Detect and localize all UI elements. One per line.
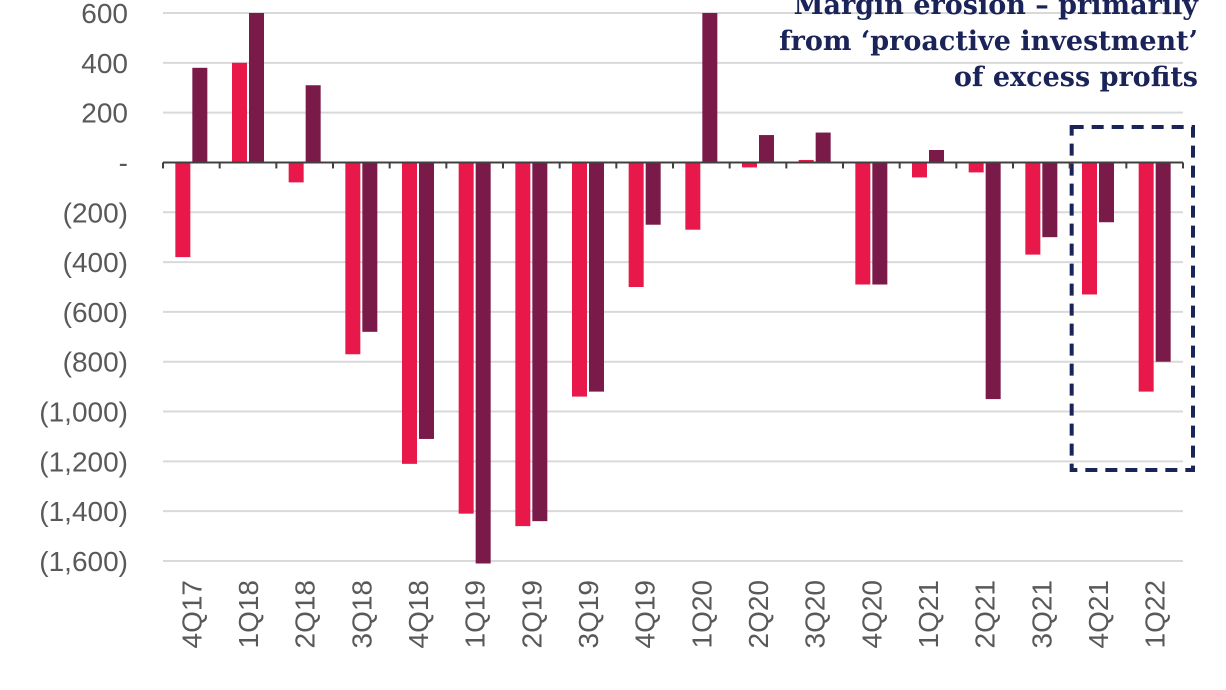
y-tick-label: (1,000) xyxy=(39,397,128,428)
highlight-box xyxy=(1069,125,1195,472)
bar-3Q18-s2 xyxy=(362,162,378,332)
bar-4Q17-s1 xyxy=(175,162,191,258)
y-tick-label: (400) xyxy=(63,247,128,278)
x-tick-label: 3Q21 xyxy=(1026,580,1057,649)
y-tick-label: (600) xyxy=(63,297,128,328)
x-tick-label: 1Q20 xyxy=(686,580,717,649)
chart-annotation: Margin erosion – primarily from ‘proacti… xyxy=(779,0,1198,96)
x-tick-label: 1Q19 xyxy=(460,580,491,649)
bars xyxy=(175,13,1171,564)
x-tick-label: 3Q18 xyxy=(346,580,377,649)
x-axis-tick-labels: 4Q17 1Q18 2Q18 3Q18 4Q18 1Q19 2Q19 3Q19 4Q19 1Q20… xyxy=(176,580,1170,649)
bar-2Q19-s1 xyxy=(515,162,531,527)
bar-1Q21-s2 xyxy=(929,150,944,163)
bar-2Q20-s1 xyxy=(742,162,757,168)
x-tick-label: 2Q21 xyxy=(970,580,1001,649)
y-tick-label: 200 xyxy=(81,98,128,129)
bar-1Q20-s1 xyxy=(685,162,701,230)
bar-4Q19-s2 xyxy=(645,162,661,225)
y-tick-label: (1,400) xyxy=(39,496,128,527)
x-tick-label: 4Q19 xyxy=(630,580,661,649)
y-tick-label: (800) xyxy=(63,347,128,378)
y-axis-tick-labels: 600 400 200 - (200) (400) (600) (800) (1,000) (1,… xyxy=(39,0,128,577)
bar-2Q19-s2 xyxy=(532,162,548,522)
bar-3Q21-s2 xyxy=(1042,162,1058,238)
bar-3Q19-s1 xyxy=(572,162,587,397)
bar-3Q20-s1 xyxy=(798,159,814,163)
x-tick-label: 4Q21 xyxy=(1083,580,1114,649)
bar-2Q20-s2 xyxy=(759,135,774,163)
annotation-line: of excess profits xyxy=(953,62,1198,93)
bar-4Q18-s1 xyxy=(402,162,417,464)
bar-1Q19-s1 xyxy=(458,162,474,514)
y-tick-label: (200) xyxy=(63,197,128,228)
x-tick-label: 4Q20 xyxy=(856,580,887,649)
x-tick-label: 4Q18 xyxy=(403,580,434,649)
y-tick-label: 600 xyxy=(81,0,128,29)
bar-1Q22-s2 xyxy=(1155,162,1171,362)
annotation-line: from ‘proactive investment’ xyxy=(779,26,1198,57)
y-tick-label: (1,200) xyxy=(39,446,128,477)
bar-1Q22-s1 xyxy=(1138,162,1154,392)
bar-4Q18-s2 xyxy=(419,162,434,439)
y-tick-label: - xyxy=(119,147,128,178)
bar-1Q19-s2 xyxy=(475,162,491,564)
annotation-line: Margin erosion – primarily xyxy=(793,0,1198,21)
bar-3Q19-s2 xyxy=(589,162,604,392)
bar-4Q21-s1 xyxy=(1082,162,1097,295)
x-tick-label: 2Q20 xyxy=(743,580,774,649)
x-tick-label: 1Q21 xyxy=(913,580,944,649)
bar-4Q21-s2 xyxy=(1099,162,1114,223)
bar-2Q21-s2 xyxy=(985,162,1001,400)
bar-2Q18-s2 xyxy=(305,85,321,163)
bar-3Q20-s2 xyxy=(815,132,831,163)
y-tick-label: (1,600) xyxy=(39,546,128,577)
x-tick-label: 1Q22 xyxy=(1140,580,1171,649)
bar-4Q20-s2 xyxy=(872,162,888,285)
bar-1Q18-s2 xyxy=(249,13,264,163)
bar-2Q21-s1 xyxy=(968,162,984,173)
bar-2Q18-s1 xyxy=(288,162,304,183)
gridlines xyxy=(163,12,1183,562)
bar-1Q18-s1 xyxy=(232,62,247,163)
bar-1Q21-s1 xyxy=(912,162,927,178)
y-tick-label: 400 xyxy=(81,48,128,79)
bar-3Q21-s1 xyxy=(1025,162,1041,255)
bar-4Q19-s1 xyxy=(628,162,644,287)
bar-4Q20-s1 xyxy=(855,162,871,285)
x-tick-label: 3Q19 xyxy=(573,580,604,649)
bar-4Q17-s2 xyxy=(192,67,208,163)
x-tick-label: 4Q17 xyxy=(176,580,207,649)
bar-3Q18-s1 xyxy=(345,162,361,355)
x-tick-label: 2Q18 xyxy=(290,580,321,649)
x-tick-label: 3Q20 xyxy=(800,580,831,649)
bar-1Q20-s2 xyxy=(702,13,718,163)
x-tick-label: 1Q18 xyxy=(233,580,264,649)
x-tick-label: 2Q19 xyxy=(516,580,547,649)
